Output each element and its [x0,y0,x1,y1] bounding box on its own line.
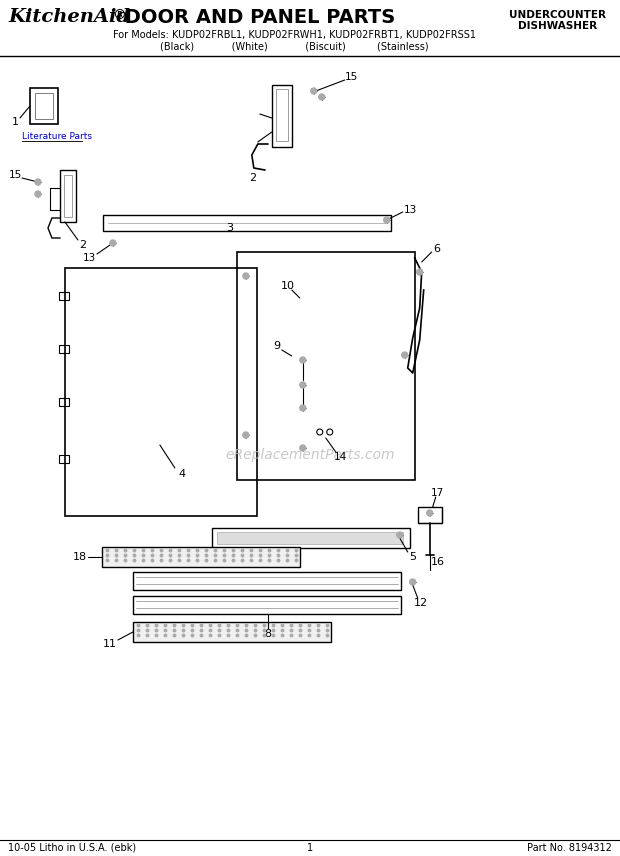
Text: 13: 13 [83,253,97,263]
Text: DOOR AND PANEL PARTS: DOOR AND PANEL PARTS [118,8,395,27]
Bar [59,292,69,300]
Bar [60,170,76,222]
Text: 1: 1 [307,843,313,853]
Circle shape [110,240,116,246]
Text: 16: 16 [431,557,445,567]
Circle shape [300,357,306,363]
Circle shape [243,432,249,438]
Circle shape [35,179,41,185]
Text: 6: 6 [433,244,440,254]
Text: UNDERCOUNTER: UNDERCOUNTER [509,10,606,20]
Text: 18: 18 [73,552,87,562]
Circle shape [319,94,325,100]
Text: DISHWASHER: DISHWASHER [518,21,597,31]
Text: Literature Parts: Literature Parts [22,132,92,141]
Circle shape [410,579,415,585]
Text: ®: ® [112,8,126,22]
Bar [102,547,300,567]
Text: 2: 2 [249,173,257,183]
Bar [65,268,257,516]
Text: 13: 13 [404,205,417,215]
Text: 15: 15 [8,170,22,180]
Text: eReplacementParts.com: eReplacementParts.com [225,448,394,462]
Bar [237,252,415,480]
Circle shape [300,405,306,411]
Text: 12: 12 [414,598,428,608]
Bar [133,596,401,614]
Bar [272,85,292,147]
Text: 14: 14 [334,452,347,462]
Bar [133,572,401,590]
Text: 2: 2 [79,240,87,250]
Text: 10-05 Litho in U.S.A. (ebk): 10-05 Litho in U.S.A. (ebk) [8,843,136,853]
Bar [30,88,58,124]
Text: 9: 9 [273,341,280,351]
Bar [133,622,330,642]
Circle shape [427,510,433,516]
Bar [217,532,403,544]
Bar [103,215,391,231]
Circle shape [402,352,408,358]
Text: 3: 3 [226,223,233,233]
Text: 15: 15 [345,72,358,82]
Text: 5: 5 [409,552,416,562]
Bar [59,345,69,353]
Bar [418,507,441,523]
Bar [64,175,72,217]
Circle shape [417,269,423,275]
Text: For Models: KUDP02FRBL1, KUDP02FRWH1, KUDP02FRBT1, KUDP02FRSS1: For Models: KUDP02FRBL1, KUDP02FRWH1, KU… [113,30,476,40]
Text: 8: 8 [264,629,272,639]
Text: 17: 17 [431,488,445,498]
Bar [59,398,69,406]
Text: Part No. 8194312: Part No. 8194312 [526,843,611,853]
Text: 1: 1 [12,117,19,127]
Circle shape [384,217,390,223]
Text: KitchenAid: KitchenAid [8,8,130,26]
Text: 11: 11 [103,639,117,649]
Bar [276,89,288,141]
Text: 4: 4 [179,469,185,479]
Bar [59,455,69,463]
Bar [35,93,53,119]
Bar [212,528,410,548]
Text: (Black)            (White)            (Biscuit)          (Stainless): (Black) (White) (Biscuit) (Stainless) [161,41,429,51]
Circle shape [300,382,306,388]
Circle shape [300,445,306,451]
Circle shape [397,532,403,538]
Circle shape [35,191,41,197]
Text: 10: 10 [281,281,294,291]
Circle shape [311,88,317,94]
Circle shape [243,273,249,279]
